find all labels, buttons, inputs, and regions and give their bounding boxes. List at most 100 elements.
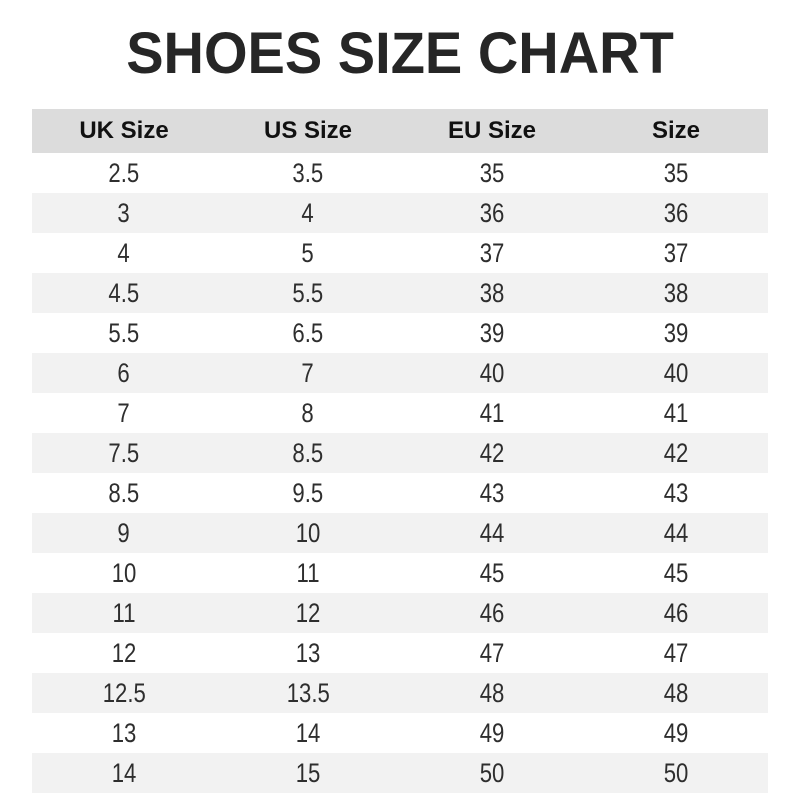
- table-cell: 37: [584, 238, 768, 269]
- column-header-us-size: US Size: [263, 117, 353, 144]
- table-cell: 3.5: [216, 158, 400, 189]
- column-header-eu-size: EU Size: [447, 117, 537, 144]
- table-row: 4.5 5.5 38 38: [32, 273, 768, 313]
- cell-value: 36: [663, 197, 689, 228]
- cell-value: 13.5: [286, 677, 330, 708]
- cell-value: 47: [663, 637, 689, 668]
- cell-value: 13: [295, 637, 321, 668]
- cell-value: 11: [296, 557, 320, 588]
- cell-value: 46: [663, 597, 689, 628]
- cell-value: 40: [663, 357, 689, 388]
- cell-value: 3.5: [292, 157, 324, 188]
- cell-value: 3: [117, 197, 131, 228]
- table-cell: 12: [32, 638, 216, 669]
- cell-value: 38: [663, 277, 689, 308]
- cell-value: 38: [479, 277, 505, 308]
- cell-value: 43: [663, 477, 689, 508]
- cell-value: 42: [479, 437, 505, 468]
- table-row: 10 11 45 45: [32, 553, 768, 593]
- cell-value: 9: [117, 517, 131, 548]
- cell-value: 46: [479, 597, 505, 628]
- table-cell: 48: [584, 678, 768, 709]
- column-header-size: Size: [651, 117, 701, 144]
- cell-value: 41: [663, 397, 689, 428]
- cell-value: 39: [663, 317, 689, 348]
- cell-value: 8: [301, 397, 315, 428]
- column-header-uk-size: UK Size: [79, 117, 169, 144]
- table-cell: 12: [216, 598, 400, 629]
- cell-value: 45: [663, 557, 689, 588]
- cell-value: 49: [663, 717, 689, 748]
- table-cell: 4.5: [32, 278, 216, 309]
- table-row: 6 7 40 40: [32, 353, 768, 393]
- table-cell: 40: [400, 358, 584, 389]
- cell-value: 44: [479, 517, 505, 548]
- table-cell: 15: [216, 758, 400, 789]
- table-cell: 3: [32, 198, 216, 229]
- table-cell: 35: [400, 158, 584, 189]
- table-cell: 5.5: [32, 318, 216, 349]
- table-cell: 13: [32, 718, 216, 749]
- table-row: 7.5 8.5 42 42: [32, 433, 768, 473]
- table-cell: 12.5: [32, 678, 216, 709]
- table-cell: 44: [584, 518, 768, 549]
- table-cell: 11: [216, 558, 400, 589]
- cell-value: 12: [295, 597, 321, 628]
- table-cell: 36: [400, 198, 584, 229]
- cell-value: 41: [479, 397, 505, 428]
- cell-value: 11: [112, 597, 136, 628]
- cell-value: 48: [479, 677, 505, 708]
- table-cell: 9.5: [216, 478, 400, 509]
- table-cell: 46: [400, 598, 584, 629]
- table-cell: 39: [584, 318, 768, 349]
- cell-value: 45: [479, 557, 505, 588]
- table-cell: 11: [32, 598, 216, 629]
- cell-value: 4: [301, 197, 315, 228]
- cell-value: 50: [663, 757, 689, 788]
- table-cell: 14: [32, 758, 216, 789]
- table-cell: 47: [400, 638, 584, 669]
- cell-value: 5.5: [108, 317, 140, 348]
- table-cell: 7: [32, 398, 216, 429]
- cell-value: 8.5: [108, 477, 140, 508]
- table-row: 4 5 37 37: [32, 233, 768, 273]
- cell-value: 14: [111, 757, 137, 788]
- cell-value: 43: [479, 477, 505, 508]
- table-cell: 7: [216, 358, 400, 389]
- page: SHOES SIZE CHART UK Size US Size EU Size…: [0, 20, 800, 800]
- table-cell: 14: [216, 718, 400, 749]
- table-cell: 10: [32, 558, 216, 589]
- table-cell: 49: [400, 718, 584, 749]
- size-chart-table: UK Size US Size EU Size Size 2.5 3.5 35 35 3…: [32, 109, 768, 793]
- table-cell: 41: [584, 398, 768, 429]
- table-cell: 37: [400, 238, 584, 269]
- cell-value: 44: [663, 517, 689, 548]
- table-cell: 38: [584, 278, 768, 309]
- cell-value: 9.5: [292, 477, 324, 508]
- table-row: 7 8 41 41: [32, 393, 768, 433]
- table-row: 12.5 13.5 48 48: [32, 673, 768, 713]
- cell-value: 49: [479, 717, 505, 748]
- table-row: 13 14 49 49: [32, 713, 768, 753]
- table-row: 11 12 46 46: [32, 593, 768, 633]
- table-body: 2.5 3.5 35 35 3 4 36 36 4 5 37 37 4.5 5.5 38 38 5.5 6.5 39…: [32, 153, 768, 793]
- table-cell: 36: [584, 198, 768, 229]
- table-row: 12 13 47 47: [32, 633, 768, 673]
- table-cell: 44: [400, 518, 584, 549]
- table-row: 5.5 6.5 39 39: [32, 313, 768, 353]
- cell-value: 40: [479, 357, 505, 388]
- table-row: 8.5 9.5 43 43: [32, 473, 768, 513]
- cell-value: 7: [301, 357, 315, 388]
- table-cell: 46: [584, 598, 768, 629]
- cell-value: 48: [663, 677, 689, 708]
- table-cell: 35: [584, 158, 768, 189]
- cell-value: 15: [295, 757, 321, 788]
- table-cell: 49: [584, 718, 768, 749]
- cell-value: 4: [117, 237, 131, 268]
- table-cell: 5.5: [216, 278, 400, 309]
- table-cell: 4: [32, 238, 216, 269]
- cell-value: 8.5: [292, 437, 324, 468]
- cell-value: 47: [479, 637, 505, 668]
- cell-value: 13: [111, 717, 137, 748]
- table-cell: 6: [32, 358, 216, 389]
